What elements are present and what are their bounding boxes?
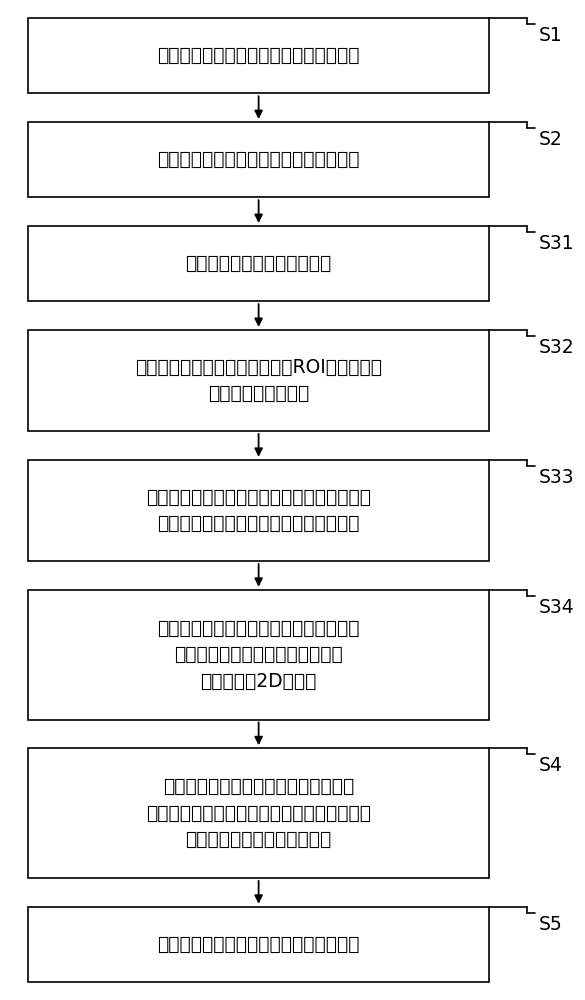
Text: 基于标定工件孔心优化标定相机初始参数: 基于标定工件孔心优化标定相机初始参数 xyxy=(157,935,360,954)
Text: S31: S31 xyxy=(539,234,575,253)
Text: S33: S33 xyxy=(539,468,575,487)
Text: 根据相机内参和相机畸变系数对标注后的图像
数据去畸变处理以获得处理后的图像数据: 根据相机内参和相机畸变系数对标注后的图像 数据去畸变处理以获得处理后的图像数据 xyxy=(146,488,371,533)
Bar xyxy=(28,907,489,982)
Text: S4: S4 xyxy=(539,756,563,775)
Text: 获取标定工件的实际图像数据: 获取标定工件的实际图像数据 xyxy=(185,254,332,273)
Bar xyxy=(28,460,489,561)
Text: 在处理后的图像数据内，根据椭圆检测算
法拟合椭圆得到椭圆中心作为标定
工件孔心的2D观测点: 在处理后的图像数据内，根据椭圆检测算 法拟合椭圆得到椭圆中心作为标定 工件孔心的… xyxy=(157,619,360,691)
Bar xyxy=(28,226,489,301)
Bar xyxy=(28,122,489,197)
Bar xyxy=(28,590,489,720)
Text: S5: S5 xyxy=(539,915,563,934)
Text: S1: S1 xyxy=(539,26,563,45)
Text: 基于标定工件的样本图像数据，转换相
机初始参数所在的世界坐标系为工件坐标系，
获取转换坐标系后的相机外参: 基于标定工件的样本图像数据，转换相 机初始参数所在的世界坐标系为工件坐标系， 获… xyxy=(146,777,371,849)
Bar xyxy=(28,330,489,431)
Bar xyxy=(28,18,489,93)
Text: 根据标定板的图像数据获取相机初始参数: 根据标定板的图像数据获取相机初始参数 xyxy=(157,150,360,169)
Bar xyxy=(28,748,489,878)
Text: S34: S34 xyxy=(539,598,575,617)
Text: S2: S2 xyxy=(539,130,563,149)
Text: S32: S32 xyxy=(539,338,575,357)
Text: 获取多台相机视角下的标定板的图像数据: 获取多台相机视角下的标定板的图像数据 xyxy=(157,46,360,65)
Text: 对实际图像数据中的零件孔进行ROI标注，以获
取标注后的图像数据: 对实际图像数据中的零件孔进行ROI标注，以获 取标注后的图像数据 xyxy=(135,358,382,403)
